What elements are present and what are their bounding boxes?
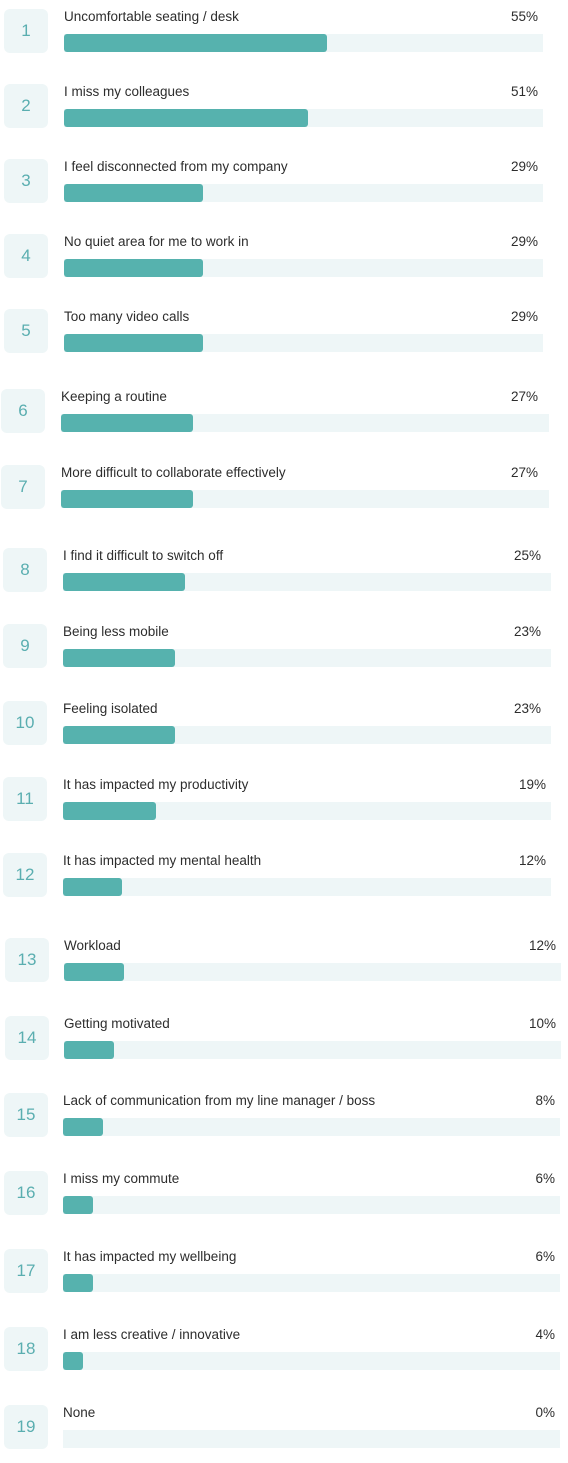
category-label: Workload [64, 938, 121, 953]
category-label: I find it difficult to switch off [63, 548, 224, 563]
rank-badge: 11 [3, 777, 47, 821]
rank-badge: 10 [3, 701, 47, 745]
bar [63, 1196, 93, 1214]
value-label: 6% [535, 1171, 555, 1186]
category-label: I feel disconnected from my company [64, 159, 288, 174]
category-label: It has impacted my wellbeing [63, 1249, 237, 1264]
bar [63, 573, 185, 591]
value-label: 4% [535, 1327, 555, 1342]
bar [64, 259, 203, 277]
value-label: 0% [535, 1405, 555, 1420]
value-label: 51% [510, 84, 538, 99]
category-label: More difficult to collaborate effectivel… [61, 465, 286, 480]
rank-badge: 6 [1, 389, 45, 433]
rank-badge: 4 [4, 234, 48, 278]
bar [61, 490, 193, 508]
bar [64, 109, 308, 127]
category-label: Keeping a routine [61, 389, 167, 404]
bar [64, 1041, 114, 1059]
value-label: 29% [510, 234, 538, 249]
bar [63, 649, 175, 667]
rank-badge: 1 [4, 9, 48, 53]
bar [64, 34, 327, 52]
rank-badge: 16 [4, 1171, 48, 1215]
bar-track [63, 1274, 560, 1292]
rank-badge: 13 [5, 938, 49, 982]
rank-badge: 17 [4, 1249, 48, 1293]
value-label: 10% [528, 1016, 556, 1031]
value-label: 8% [535, 1093, 555, 1108]
bar [61, 414, 193, 432]
rank-badge: 7 [1, 465, 45, 509]
bar-track [64, 1041, 561, 1059]
bar-track [63, 1430, 560, 1448]
category-label: I miss my colleagues [64, 84, 190, 99]
value-label: 29% [510, 309, 538, 324]
bar-track [63, 1352, 560, 1370]
value-label: 19% [518, 777, 546, 792]
value-label: 27% [510, 389, 538, 404]
bar-track [63, 726, 551, 744]
rank-badge: 15 [4, 1093, 48, 1137]
category-label: I miss my commute [63, 1171, 180, 1186]
bar-track [63, 878, 551, 896]
value-label: 25% [513, 548, 541, 563]
value-label: 55% [510, 9, 538, 24]
rank-badge: 9 [3, 624, 47, 668]
category-label: Uncomfortable seating / desk [64, 9, 239, 24]
value-label: 12% [518, 853, 546, 868]
rank-badge: 14 [5, 1016, 49, 1060]
value-label: 27% [510, 465, 538, 480]
category-label: It has impacted my productivity [63, 777, 249, 792]
category-label: None [63, 1405, 96, 1420]
category-label: No quiet area for me to work in [64, 234, 249, 249]
rank-badge: 2 [4, 84, 48, 128]
value-label: 6% [535, 1249, 555, 1264]
bar-track [63, 649, 551, 667]
bar [63, 802, 156, 820]
bar [63, 1352, 83, 1370]
category-label: Too many video calls [64, 309, 190, 324]
rank-badge: 5 [4, 309, 48, 353]
bar [63, 1274, 93, 1292]
bar [64, 334, 203, 352]
value-label: 23% [513, 701, 541, 716]
category-label: Getting motivated [64, 1016, 170, 1031]
category-label: Feeling isolated [63, 701, 158, 716]
rank-badge: 19 [4, 1405, 48, 1449]
rank-badge: 3 [4, 159, 48, 203]
category-label: Being less mobile [63, 624, 169, 639]
bar [63, 1118, 103, 1136]
value-label: 12% [528, 938, 556, 953]
bar-track [63, 802, 551, 820]
bar [64, 184, 203, 202]
rank-badge: 18 [4, 1327, 48, 1371]
bar [64, 963, 124, 981]
rank-badge: 8 [3, 548, 47, 592]
bar-track [63, 1196, 560, 1214]
category-label: Lack of communication from my line manag… [63, 1093, 376, 1108]
category-label: I am less creative / innovative [63, 1327, 241, 1342]
bar-track [63, 1118, 560, 1136]
bar-track [63, 573, 551, 591]
bar [63, 726, 175, 744]
bar [63, 878, 122, 896]
category-label: It has impacted my mental health [63, 853, 262, 868]
rank-badge: 12 [3, 853, 47, 897]
bar-track [64, 963, 561, 981]
value-label: 29% [510, 159, 538, 174]
value-label: 23% [513, 624, 541, 639]
